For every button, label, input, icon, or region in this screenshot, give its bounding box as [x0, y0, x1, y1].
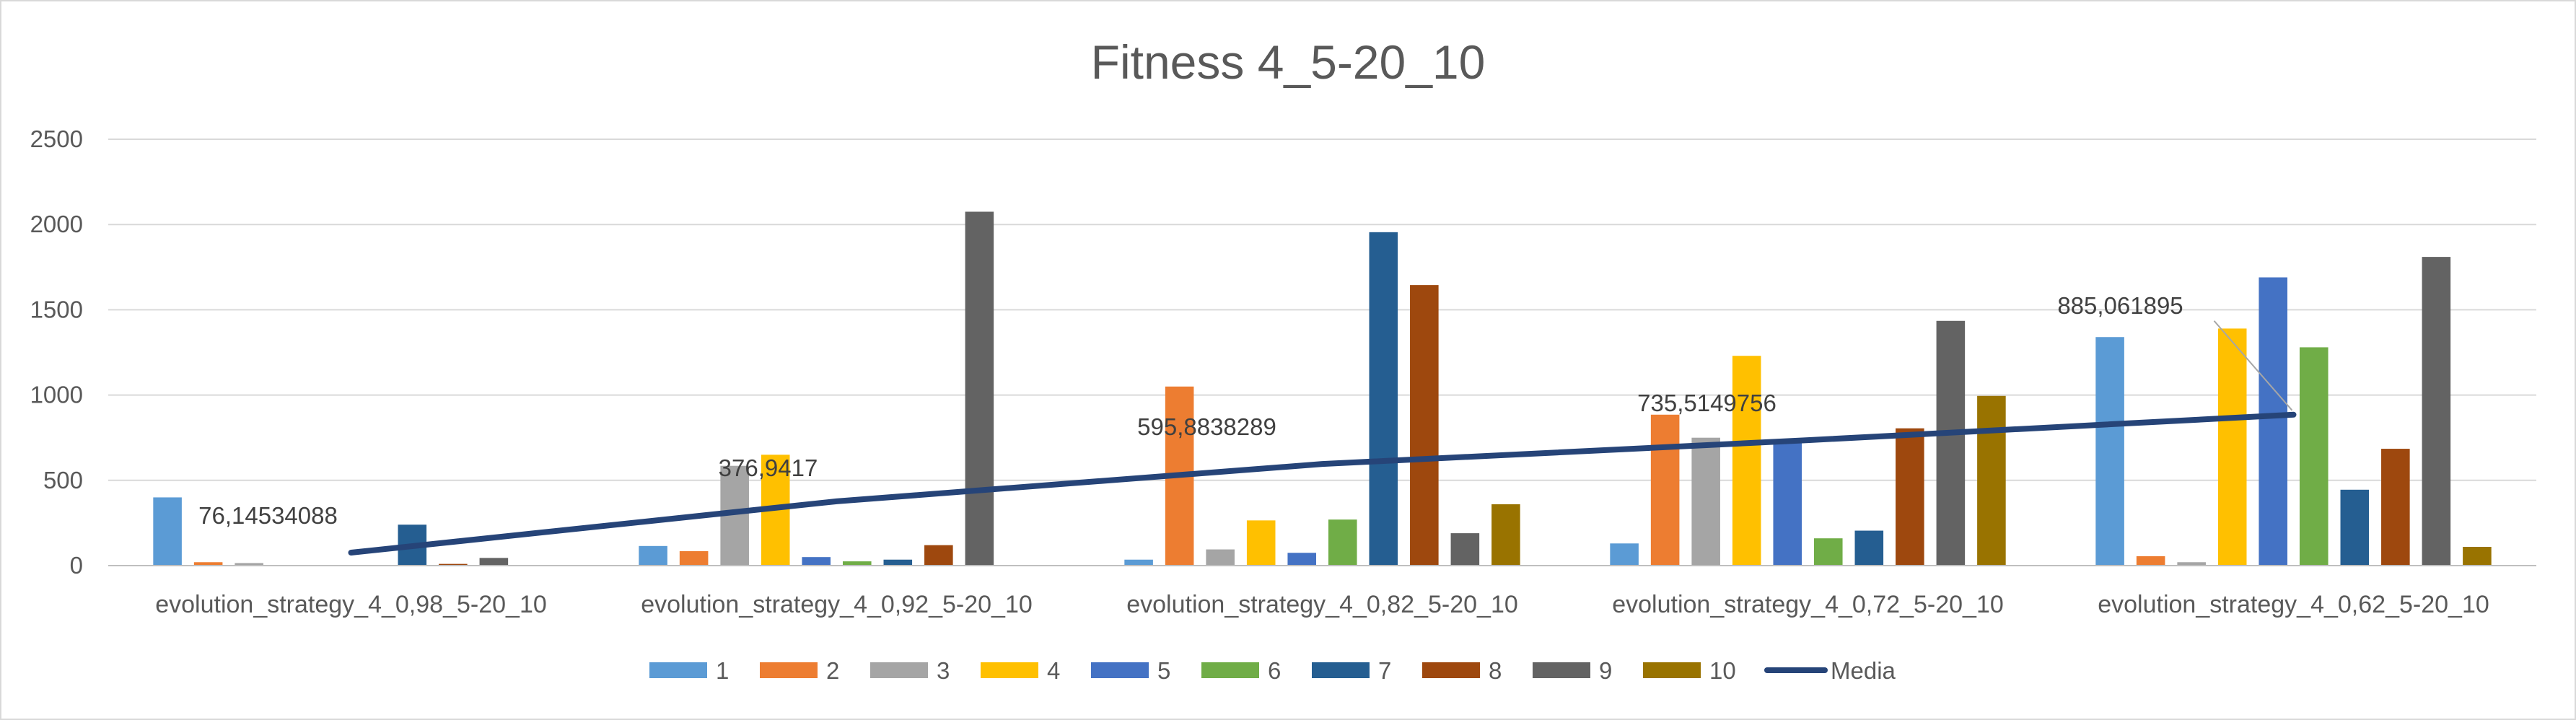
- bar-series-10: [1491, 504, 1520, 566]
- legend-label: 5: [1157, 657, 1170, 684]
- data-label-leader: [2213, 320, 2293, 411]
- data-label-media: 735,5149756: [1637, 390, 1777, 416]
- bar-series-6: [842, 561, 872, 566]
- bar-series-5: [1773, 441, 1802, 566]
- data-label-media: 885,061895: [2057, 292, 2183, 319]
- bar-series-3: [1691, 437, 1720, 566]
- bar-series-9: [1936, 320, 1966, 566]
- bar-series-2: [679, 550, 709, 566]
- x-category-label: evolution_strategy_4_0,82_5-20_10: [1126, 591, 1518, 618]
- bar-series-3: [235, 563, 263, 566]
- bar-series-8: [924, 545, 953, 566]
- bar-series-3: [1206, 549, 1235, 566]
- bar-series-10: [1977, 395, 2006, 566]
- legend-swatch: [870, 662, 928, 678]
- legend-swatch: [1091, 662, 1149, 678]
- legend-label: 8: [1489, 657, 1502, 684]
- bar-series-7: [1369, 232, 1398, 566]
- bar-series-6: [1813, 538, 1843, 566]
- legend-label: 2: [826, 657, 839, 684]
- bar-series-8: [1896, 428, 1924, 566]
- y-tick-label: 2500: [30, 126, 83, 152]
- legend-label: 7: [1378, 657, 1391, 684]
- bar-series-7: [883, 559, 913, 566]
- data-label-media: 595,8838289: [1137, 413, 1276, 440]
- bar-series-1: [639, 545, 667, 566]
- bar-series-7: [1854, 530, 1884, 566]
- bar-series-4: [1732, 356, 1761, 566]
- bar-series-10: [2463, 546, 2492, 566]
- bar-series-2: [1650, 414, 1680, 566]
- data-label-media: 76,14534088: [198, 502, 338, 529]
- x-category-label: evolution_strategy_4_0,98_5-20_10: [155, 591, 547, 618]
- legend-swatch: [1201, 662, 1259, 678]
- legend-label: 10: [1709, 657, 1736, 684]
- bar-series-8: [439, 563, 468, 566]
- bar-series-2: [193, 562, 223, 566]
- bar-series-8: [1410, 285, 1439, 566]
- x-category-label: evolution_strategy_4_0,92_5-20_10: [641, 591, 1033, 618]
- y-tick-label: 2000: [30, 211, 83, 237]
- legend-label: 4: [1047, 657, 1060, 684]
- legend-swatch: [1422, 662, 1480, 678]
- legend-swatch: [1533, 662, 1590, 678]
- legend-label: 3: [937, 657, 950, 684]
- bar-series-4: [1246, 520, 1276, 566]
- bar-series-1: [153, 497, 182, 566]
- bar-series-3: [2177, 562, 2206, 566]
- legend-swatch: [649, 662, 707, 678]
- bar-series-9: [479, 558, 509, 566]
- bar-series-1: [1124, 559, 1153, 566]
- bar-series-7: [2340, 489, 2370, 566]
- media-line: [348, 411, 2297, 556]
- bar-series-5: [1287, 553, 1317, 566]
- bar-series-1: [1610, 543, 1639, 566]
- bar-series-9: [2422, 257, 2451, 566]
- legend-label: 6: [1268, 657, 1281, 684]
- y-tick-label: 1000: [30, 382, 83, 408]
- legend-label: 1: [716, 657, 729, 684]
- legend-label: 9: [1599, 657, 1612, 684]
- y-tick-label: 1500: [30, 296, 83, 322]
- bar-series-4: [2217, 328, 2247, 566]
- chart-title: Fitness 4_5-20_10: [1091, 35, 1486, 89]
- bar-series-1: [2095, 337, 2124, 566]
- bar-series-6: [1328, 519, 1357, 566]
- legend-swatch: [1643, 662, 1701, 678]
- legend-label: Media: [1831, 657, 1896, 684]
- legend-swatch: [1312, 662, 1370, 678]
- bar-series-8: [2381, 449, 2410, 566]
- data-label-media: 376,9417: [719, 455, 818, 481]
- x-category-label: evolution_strategy_4_0,62_5-20_10: [2098, 591, 2489, 618]
- bar-series-2: [2136, 556, 2165, 566]
- y-tick-label: 500: [43, 467, 83, 493]
- legend-swatch: [981, 662, 1038, 678]
- x-category-label: evolution_strategy_4_0,72_5-20_10: [1612, 591, 2004, 618]
- bar-series-5: [2259, 277, 2288, 566]
- bar-series-5: [802, 557, 831, 566]
- bar-series-9: [965, 211, 994, 566]
- y-tick-label: 0: [70, 552, 83, 579]
- bar-series-6: [2299, 347, 2329, 566]
- bar-series-9: [1450, 533, 1480, 566]
- legend-swatch: [760, 662, 818, 678]
